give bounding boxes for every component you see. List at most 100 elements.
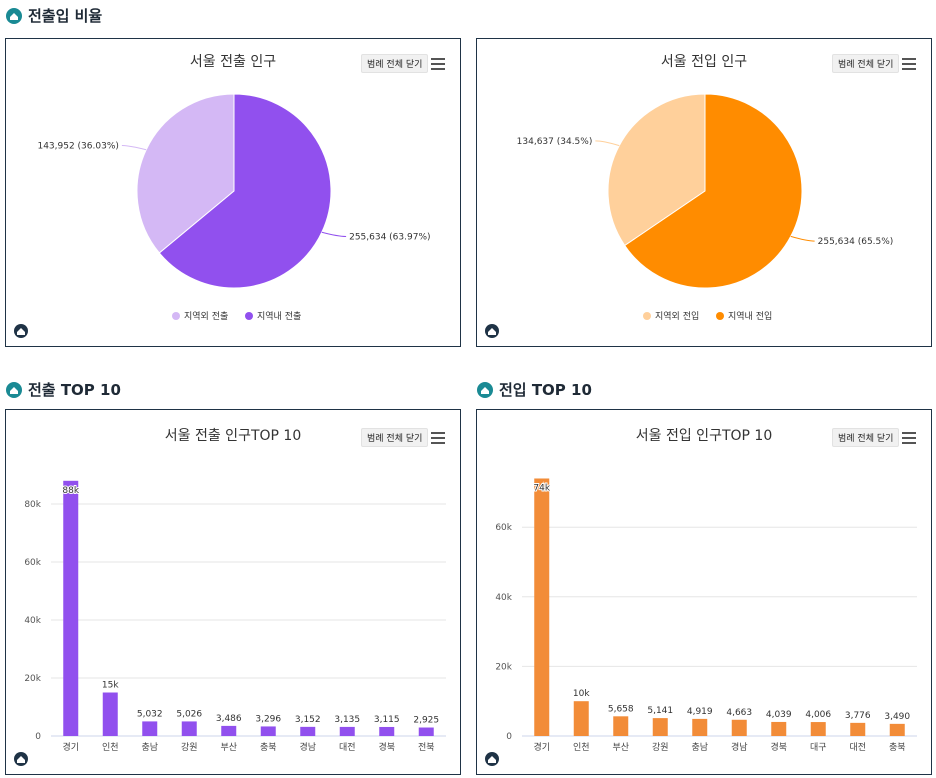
bar [142, 721, 158, 736]
data-label: 3,135 [334, 715, 360, 725]
section-title-text: 전출 TOP 10 [28, 381, 121, 399]
data-label: 88k [62, 486, 79, 496]
bar [692, 718, 708, 736]
logo-icon [485, 752, 499, 766]
legend-label: 지역내 전출 [257, 311, 301, 322]
data-label: 4,006 [805, 710, 831, 720]
y-tick-label: 60k [24, 558, 41, 568]
y-tick-label: 80k [24, 500, 41, 510]
bar [221, 725, 237, 736]
x-tick-label: 대전 [339, 742, 356, 753]
bar [573, 701, 589, 736]
data-label: 10k [573, 689, 590, 699]
connector-line [321, 231, 347, 237]
data-label: 3,776 [845, 711, 871, 721]
data-label: 74k [533, 483, 550, 493]
data-label: 5,141 [647, 706, 673, 716]
x-tick-label: 인천 [102, 742, 119, 753]
data-label: 255,634 (65.5%) [818, 237, 894, 247]
data-label: 255,634 (63.97%) [349, 232, 430, 242]
data-label: 2,925 [413, 716, 439, 726]
x-tick-label: 경북 [378, 741, 395, 753]
data-label: 5,032 [137, 709, 163, 719]
pie-slice [136, 93, 235, 254]
bar [339, 726, 355, 736]
bar-chart: 0 20k 40k 60k 80k 88k 경기 15k 인천 5,032 충남 5,026 강원 3,4… [24, 480, 446, 753]
data-label: 5,026 [176, 709, 202, 719]
x-tick-label: 충남 [691, 742, 708, 753]
home-circle-icon [477, 381, 493, 398]
y-tick-label: 0 [35, 732, 41, 742]
logo-icon [14, 324, 28, 338]
pie-chart: 143,952 (36.03%) 255,634 (63.97%) 지역외 전출 지역… [37, 93, 431, 322]
legend-label: 지역외 전입 [655, 310, 699, 322]
section-title-out-top: 전출 TOP 10 [6, 379, 121, 400]
bar-in-panel: 서울 전입 인구TOP 10 범례 전체 닫기 0 20k 40k 60k 74k 경기 1… [476, 409, 932, 775]
section-title-text: 전출입 비율 [28, 7, 103, 25]
data-label: 3,490 [884, 712, 910, 722]
bar-out-panel: 서울 전출 인구TOP 10 범례 전체 닫기 0 20k 40k 60k 80k 88k… [5, 409, 461, 775]
legend-marker [716, 312, 724, 320]
x-tick-label: 경기 [62, 741, 79, 753]
bar-chart: 0 20k 40k 60k 74k 경기 10k 인천 5,658 부산 5,141 강원 4,919 충… [495, 478, 917, 753]
logo-icon [485, 324, 499, 338]
home-circle-icon [6, 381, 22, 398]
legend-toggle-button[interactable]: 범례 전체 닫기 [361, 428, 429, 447]
hamburger-menu-icon[interactable] [431, 58, 445, 70]
y-tick-label: 0 [506, 732, 512, 742]
home-circle-icon [6, 7, 22, 24]
y-tick-label: 40k [495, 593, 512, 603]
bar [613, 716, 629, 736]
data-label: 4,039 [766, 710, 792, 720]
x-tick-label: 강원 [652, 742, 669, 753]
bar [731, 719, 747, 736]
hamburger-menu-icon[interactable] [902, 432, 916, 444]
hamburger-menu-icon[interactable] [902, 58, 916, 70]
data-label: 3,296 [255, 714, 281, 724]
data-label: 3,486 [216, 714, 242, 724]
x-tick-label: 인천 [573, 742, 590, 753]
data-label: 134,637 (34.5%) [517, 137, 593, 147]
x-tick-label: 충남 [141, 742, 158, 753]
legend-toggle-button[interactable]: 범례 전체 닫기 [361, 54, 429, 73]
x-tick-label: 충북 [260, 742, 277, 753]
bar [260, 726, 276, 736]
legend-marker [643, 312, 651, 320]
pie-chart: 134,637 (34.5%) 255,634 (65.5%) 지역외 전입 지역내 … [517, 93, 894, 322]
bar [850, 722, 866, 736]
chart-title: 서울 전입 인구TOP 10 [635, 428, 773, 444]
x-tick-label: 전북 [418, 742, 435, 753]
legend-marker [172, 312, 180, 320]
section-title-text: 전입 TOP 10 [499, 381, 592, 399]
data-label: 15k [102, 681, 119, 691]
pie-in-panel: 서울 전입 인구 범례 전체 닫기 134,637 (34.5%) 255,634… [476, 38, 932, 347]
y-tick-label: 60k [495, 523, 512, 533]
x-tick-label: 경남 [731, 741, 748, 753]
x-tick-label: 부산 [220, 742, 237, 753]
hamburger-menu-icon[interactable] [431, 432, 445, 444]
bar [810, 722, 826, 736]
x-tick-label: 경남 [299, 741, 316, 753]
x-tick-label: 대구 [810, 742, 827, 753]
connector-line [790, 235, 815, 242]
legend-toggle-button[interactable]: 범례 전체 닫기 [832, 54, 900, 73]
x-tick-label: 대전 [849, 742, 866, 753]
data-label: 143,952 (36.03%) [37, 142, 118, 152]
legend-toggle-button[interactable]: 범례 전체 닫기 [832, 428, 900, 447]
pie-slice [624, 93, 803, 289]
data-label: 3,152 [295, 715, 321, 725]
bar [652, 718, 668, 736]
x-tick-label: 충북 [889, 742, 906, 753]
data-label: 4,663 [726, 708, 752, 718]
x-tick-label: 경기 [533, 741, 550, 753]
bar [102, 692, 118, 736]
bar [300, 726, 316, 736]
chart-title: 서울 전출 인구TOP 10 [164, 428, 302, 444]
legend-label: 지역내 전입 [728, 310, 772, 322]
connector-line [595, 140, 620, 147]
chart-title: 서울 전입 인구 [660, 54, 748, 70]
y-tick-label: 40k [24, 616, 41, 626]
bar [63, 480, 79, 736]
chart-title: 서울 전출 인구 [189, 54, 277, 70]
legend-label: 지역외 전출 [184, 310, 228, 322]
